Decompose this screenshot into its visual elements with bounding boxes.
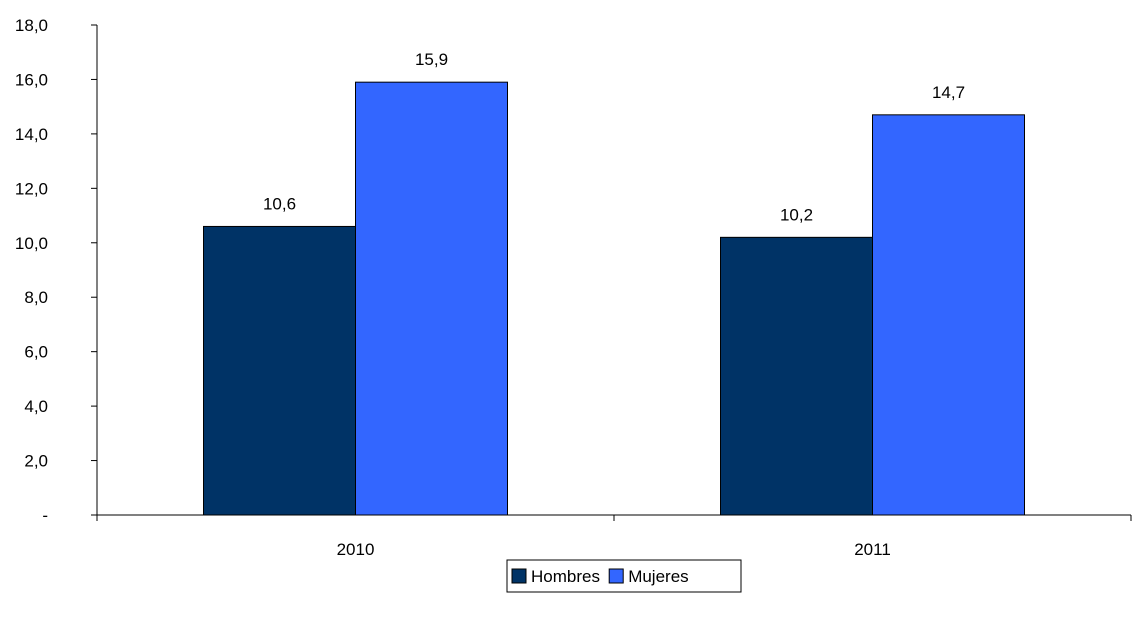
y-tick-label: 10,0: [15, 234, 48, 253]
y-tick-label: -: [42, 506, 48, 525]
data-label: 10,6: [263, 194, 296, 213]
chart-bars: [203, 81, 1025, 516]
y-tick-label: 8,0: [24, 288, 48, 307]
data-label: 10,2: [780, 205, 813, 224]
x-tick-label: 2010: [337, 540, 375, 559]
y-tick-label: 16,0: [15, 70, 48, 89]
y-tick-label: 4,0: [24, 397, 48, 416]
legend-swatch: [511, 568, 527, 584]
chart-axes: - 2,0 4,0 6,0 8,0 10,0 12,0 14,0 16,0 18,0 2010 201…: [15, 16, 1132, 559]
legend-label: Hombres: [531, 567, 600, 586]
legend-label: Mujeres: [628, 567, 688, 586]
x-tick-label: 2011: [854, 540, 891, 559]
legend-swatch: [608, 568, 624, 584]
data-label: 15,9: [415, 50, 448, 69]
bar-mujeres-2010: [355, 81, 508, 516]
bar-hombres-2011: [720, 236, 873, 516]
legend-box: [506, 559, 742, 593]
y-tick-label: 18,0: [15, 16, 48, 35]
y-tick-label: 2,0: [24, 452, 48, 471]
bar-mujeres-2011: [872, 114, 1025, 516]
y-tick-label: 14,0: [15, 125, 48, 144]
data-label: 14,7: [932, 83, 965, 102]
bar-hombres-2010: [203, 225, 356, 516]
y-tick-label: 6,0: [24, 343, 48, 362]
chart-data-labels: 10,6 15,9 10,2 14,7: [263, 50, 965, 224]
chart-legend: Hombres Mujeres: [506, 559, 742, 593]
y-tick-label: 12,0: [15, 179, 48, 198]
